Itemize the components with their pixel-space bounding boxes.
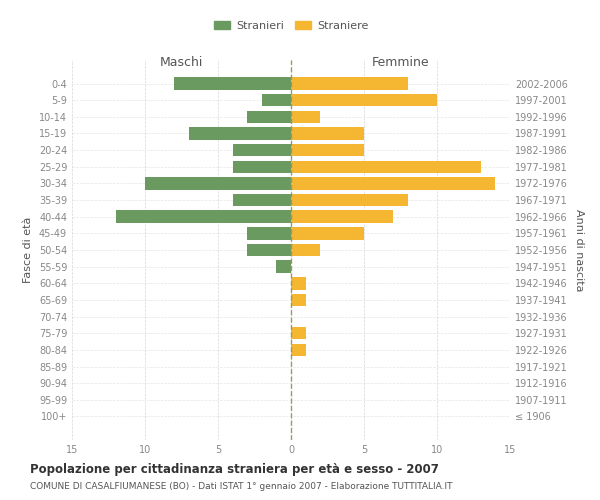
Bar	[189, 127, 291, 140]
Bar	[291, 227, 364, 239]
Bar	[291, 160, 481, 173]
Bar	[262, 94, 291, 106]
Y-axis label: Anni di nascita: Anni di nascita	[574, 209, 584, 291]
Bar	[116, 210, 291, 223]
Bar	[291, 194, 408, 206]
Bar	[247, 244, 291, 256]
Bar	[291, 78, 408, 90]
Text: COMUNE DI CASALFIUMANESE (BO) - Dati ISTAT 1° gennaio 2007 - Elaborazione TUTTIT: COMUNE DI CASALFIUMANESE (BO) - Dati IST…	[30, 482, 452, 491]
Bar	[233, 160, 291, 173]
Bar	[277, 260, 291, 273]
Bar	[291, 294, 305, 306]
Bar	[291, 344, 305, 356]
Bar	[174, 78, 291, 90]
Bar	[291, 277, 305, 289]
Text: Popolazione per cittadinanza straniera per età e sesso - 2007: Popolazione per cittadinanza straniera p…	[30, 462, 439, 475]
Bar	[291, 244, 320, 256]
Bar	[145, 177, 291, 190]
Text: Femmine: Femmine	[371, 56, 430, 68]
Bar	[247, 110, 291, 123]
Bar	[291, 110, 320, 123]
Bar	[233, 144, 291, 156]
Legend: Stranieri, Straniere: Stranieri, Straniere	[209, 16, 373, 35]
Bar	[233, 194, 291, 206]
Bar	[291, 210, 393, 223]
Bar	[291, 327, 305, 340]
Bar	[291, 94, 437, 106]
Bar	[291, 144, 364, 156]
Y-axis label: Fasce di età: Fasce di età	[23, 217, 33, 283]
Text: Maschi: Maschi	[160, 56, 203, 68]
Bar	[291, 177, 496, 190]
Bar	[291, 127, 364, 140]
Bar	[247, 227, 291, 239]
